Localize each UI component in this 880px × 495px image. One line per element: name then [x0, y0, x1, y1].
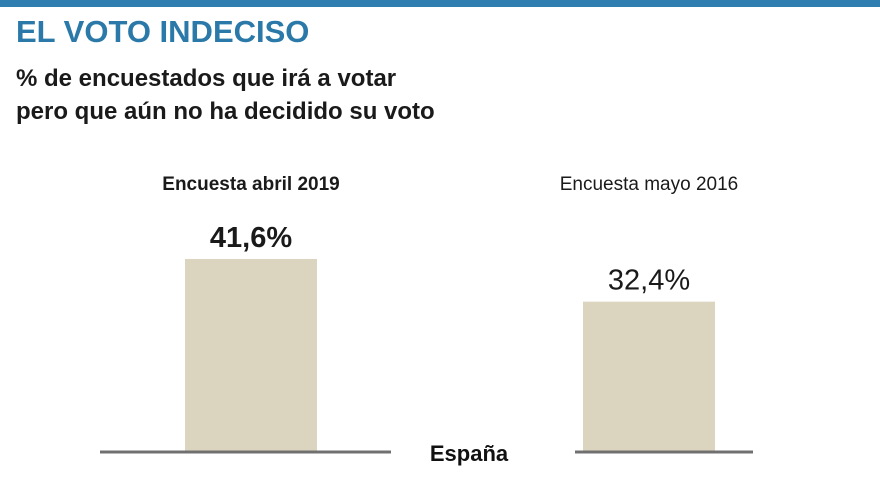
data-label-1: 41,6% [210, 222, 292, 254]
subtitle-line-1: % de encuestados que irá a votar [16, 65, 397, 92]
chart-subtitle: % de encuestados que irá a votar pero qu… [16, 62, 616, 128]
category-label-2: Encuesta mayo 2016 [560, 174, 739, 195]
chart-title: EL VOTO INDECISO [16, 14, 310, 49]
data-label-2: 32,4% [608, 265, 690, 297]
subtitle-line-2: pero que aún no ha decidido su voto [16, 98, 435, 125]
bar-2 [583, 301, 715, 452]
top-accent-bar [0, 0, 880, 7]
bar-1 [185, 258, 317, 452]
x-axis-label: España [430, 441, 509, 466]
category-label-1: Encuesta abril 2019 [162, 174, 339, 195]
